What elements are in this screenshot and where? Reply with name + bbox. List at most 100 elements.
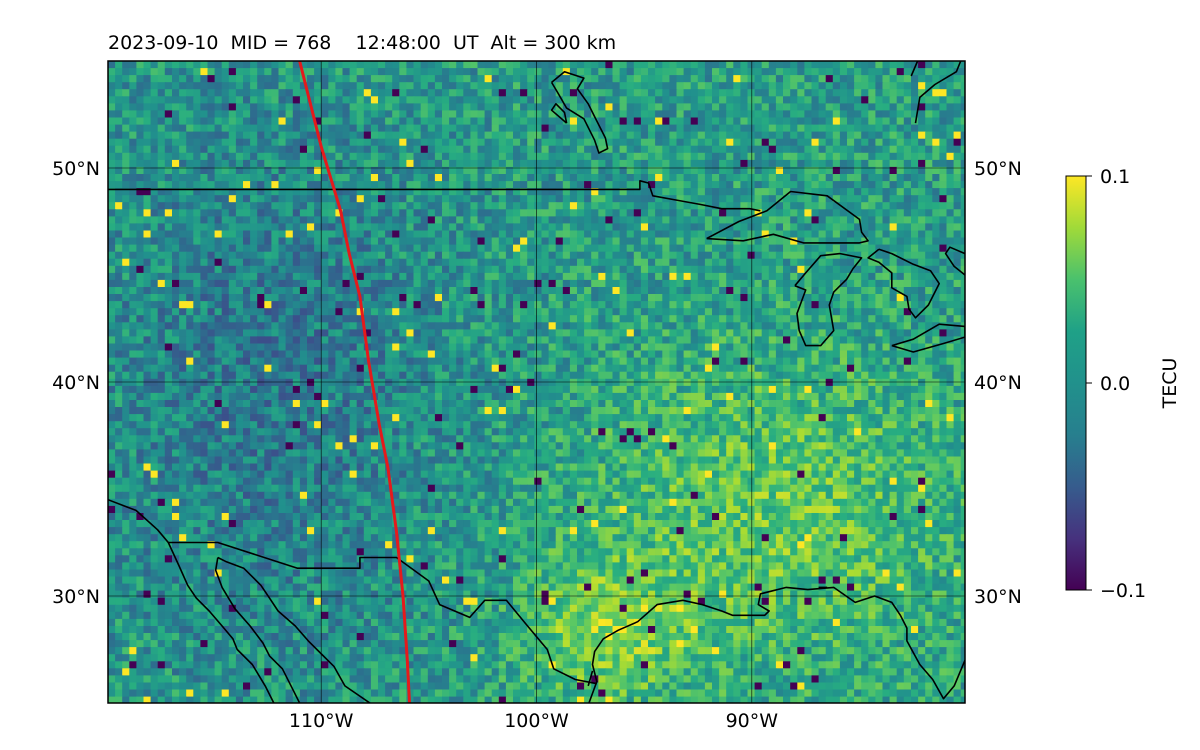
heatmap-cell [889, 159, 898, 168]
heatmap-cell [179, 294, 187, 302]
heatmap-cell [847, 75, 855, 83]
heatmap-cell [655, 117, 663, 126]
heatmap-cell [129, 131, 138, 140]
heatmap-cell [470, 336, 479, 345]
heatmap-cell [832, 223, 841, 232]
heatmap-cell [427, 124, 436, 133]
heatmap-cell [591, 103, 600, 112]
heatmap-cell [768, 279, 777, 288]
heatmap-cell [235, 223, 244, 232]
heatmap-cell [477, 96, 486, 105]
heatmap-cell [775, 237, 784, 246]
heatmap-cell [704, 195, 713, 204]
heatmap-cell [811, 322, 820, 331]
heatmap-cell [172, 89, 180, 98]
heatmap-cell [115, 216, 123, 225]
heatmap-cell [619, 124, 628, 133]
heatmap-cell [278, 223, 287, 232]
heatmap-cell [868, 216, 877, 225]
heatmap-cell [854, 322, 862, 331]
heatmap-cell [278, 103, 287, 112]
heatmap-cell [733, 294, 742, 302]
heatmap-cell [712, 75, 720, 83]
heatmap-cell [783, 174, 791, 182]
heatmap-cell [505, 75, 514, 83]
heatmap-cell [662, 188, 671, 196]
heatmap-cell [129, 308, 138, 317]
heatmap-cell [761, 145, 770, 154]
heatmap-cell [825, 230, 834, 239]
heatmap-cell [648, 124, 656, 133]
heatmap-cell [186, 315, 195, 324]
heatmap-cell [655, 223, 663, 232]
heatmap-cell [136, 89, 145, 98]
heatmap-cell [825, 82, 834, 91]
heatmap-cell [328, 110, 337, 119]
heatmap-cell [761, 244, 770, 253]
heatmap-cell [328, 117, 337, 126]
heatmap-cell [143, 279, 152, 288]
heatmap-cell [861, 244, 870, 253]
heatmap-cell [122, 209, 131, 218]
heatmap-cell [697, 89, 706, 98]
heatmap-cell [328, 230, 337, 239]
heatmap-cell [861, 82, 870, 91]
heatmap-cell [342, 287, 351, 295]
heatmap-cell [946, 103, 955, 112]
heatmap-cell [719, 103, 727, 112]
heatmap-cell [939, 195, 948, 204]
heatmap-cell [385, 244, 393, 253]
heatmap-cell [505, 188, 514, 196]
heatmap-cell [939, 272, 948, 281]
heatmap-cell [164, 68, 173, 76]
heatmap-cell [122, 131, 131, 140]
heatmap-cell [697, 265, 706, 274]
heatmap-cell [584, 75, 592, 83]
heatmap-cell [768, 68, 777, 76]
heatmap-cell [449, 138, 457, 147]
heatmap-cell [349, 244, 358, 253]
heatmap-cell [513, 61, 521, 69]
heatmap-cell [221, 230, 230, 239]
heatmap-cell [335, 145, 344, 154]
heatmap-cell [513, 174, 521, 182]
heatmap-cell [925, 159, 934, 168]
heatmap-cell [619, 159, 628, 168]
heatmap-cell [903, 75, 912, 83]
heatmap-cell [527, 124, 536, 133]
heatmap-cell [470, 244, 479, 253]
heatmap-cell [669, 181, 678, 189]
heatmap-cell [456, 181, 465, 189]
heatmap-cell [747, 188, 756, 196]
heatmap-cell [648, 237, 656, 246]
heatmap-cell [740, 294, 749, 302]
heatmap-cell [271, 244, 280, 253]
heatmap-cell [513, 223, 521, 232]
heatmap-cell [200, 258, 209, 267]
heatmap-cell [342, 152, 351, 161]
heatmap-cell [868, 166, 877, 175]
heatmap-cell [314, 117, 322, 126]
heatmap-cell [285, 68, 294, 76]
heatmap-cell [619, 96, 628, 105]
heatmap-cell [676, 202, 685, 211]
heatmap-cell [271, 272, 280, 281]
heatmap-cell [186, 329, 195, 338]
heatmap-cell [932, 89, 941, 98]
heatmap-cell [136, 251, 145, 260]
heatmap-cell [598, 117, 607, 126]
heatmap-cell [370, 124, 379, 133]
heatmap-cell [342, 89, 351, 98]
heatmap-cell [193, 89, 202, 98]
heatmap-cell [612, 251, 621, 260]
heatmap-cell [619, 152, 628, 161]
heatmap-cell [299, 166, 308, 175]
heatmap-cell [420, 315, 429, 324]
heatmap-cell [612, 152, 621, 161]
heatmap-cell [520, 166, 528, 175]
heatmap-cell [584, 195, 592, 204]
heatmap-cell [754, 301, 763, 309]
heatmap-cell [108, 152, 116, 161]
heatmap-cell [321, 216, 330, 225]
